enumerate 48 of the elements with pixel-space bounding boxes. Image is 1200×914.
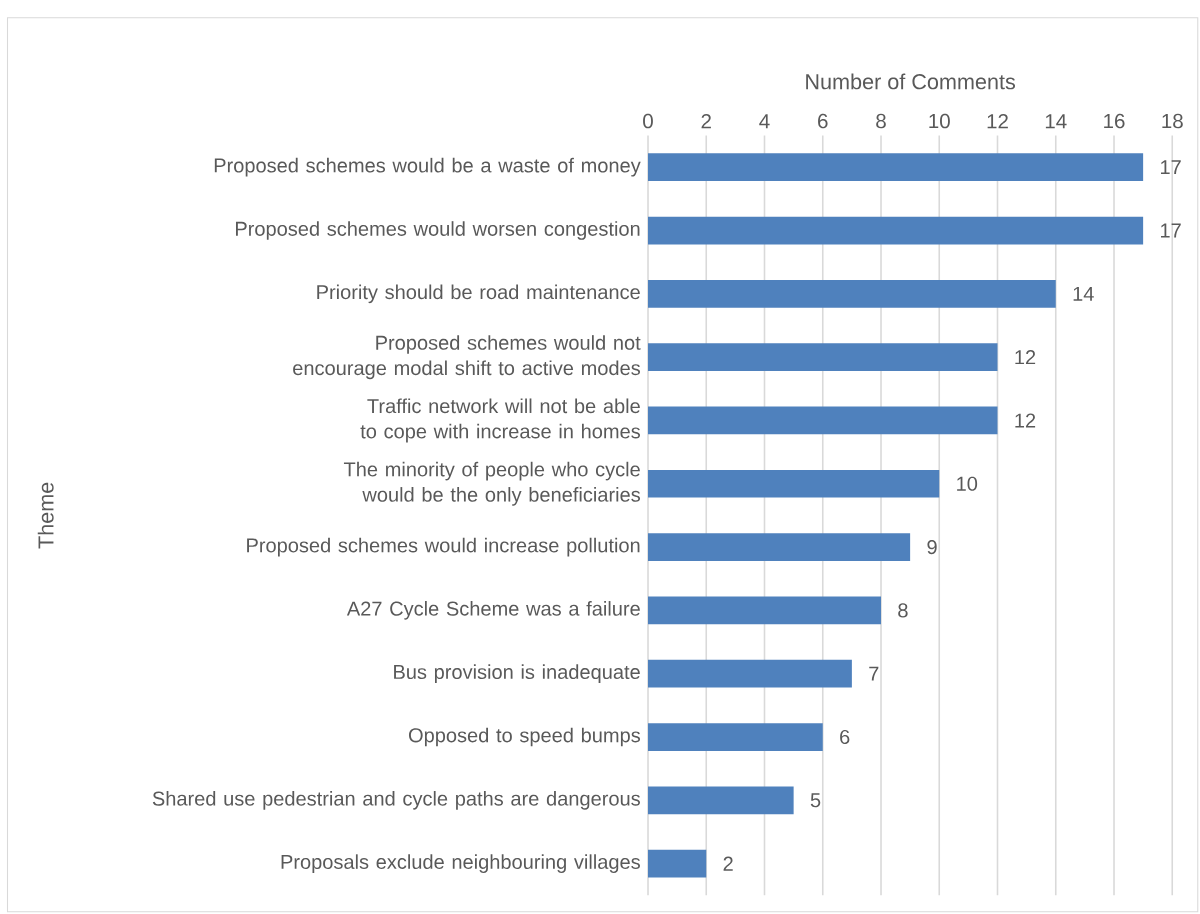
y-tick-label: Proposed schemes would worsen congestion — [236, 221, 640, 240]
data-label: 10 — [957, 476, 978, 491]
bar — [648, 786, 794, 815]
bar — [648, 343, 998, 371]
bar — [648, 723, 823, 751]
y-tick-label: Proposals exclude neighbouring villages — [281, 854, 640, 873]
data-label: 8 — [898, 603, 908, 618]
bar — [648, 596, 882, 625]
y-tick-label: Traffic network will not be able to cope with increase in homes — [360, 398, 641, 443]
y-tick-label: Proposed schemes would increase pollution — [247, 537, 640, 557]
x-tick-label: 4 — [759, 114, 770, 129]
y-tick-label: Opposed to speed bumps — [408, 727, 641, 747]
data-label: 7 — [869, 666, 879, 681]
y-tick-label: Priority should be road maintenance — [317, 284, 640, 304]
data-label: 5 — [810, 793, 821, 808]
y-tick-label: Shared use pedestrian and cycle paths are dangerous — [152, 790, 640, 810]
bar — [648, 406, 998, 435]
x-axis-title: Number of Comments — [806, 73, 1016, 90]
y-tick-label: The minority of people who cycle would be the only beneficiaries — [343, 461, 641, 506]
x-tick-label: 18 — [1162, 113, 1183, 129]
bar — [648, 533, 911, 561]
x-tick-label: 6 — [818, 113, 828, 129]
x-tick-label: 14 — [1045, 114, 1067, 129]
data-label: 12 — [1015, 413, 1036, 428]
y-axis-title: Theme — [37, 482, 54, 549]
x-tick-label: 0 — [643, 113, 653, 129]
bar — [648, 216, 1144, 245]
x-tick-label: 10 — [929, 113, 950, 129]
data-label: 17 — [1161, 160, 1181, 175]
data-label: 6 — [840, 729, 850, 745]
y-tick-label: Bus provision is inadequate — [394, 664, 640, 684]
bar — [648, 279, 1056, 308]
data-label: 17 — [1161, 223, 1181, 238]
y-tick-label: Proposed schemes would be a waste of money — [214, 157, 641, 177]
data-label: 14 — [1073, 286, 1094, 301]
bar — [648, 849, 707, 878]
x-tick-label: 16 — [1104, 113, 1125, 129]
data-label: 2 — [723, 856, 733, 871]
data-label: 9 — [927, 539, 937, 555]
x-tick-label: 2 — [701, 113, 711, 129]
y-tick-label: Proposed schemes would not encourage modal shift to active modes — [293, 335, 641, 380]
bar — [648, 469, 940, 498]
x-tick-label: 8 — [876, 113, 886, 129]
y-tick-label: A27 Cycle Scheme was a failure — [346, 601, 640, 620]
x-tick-label: 12 — [987, 113, 1008, 129]
bar — [648, 659, 852, 688]
data-label: 12 — [1015, 350, 1036, 365]
bar — [648, 153, 1144, 182]
